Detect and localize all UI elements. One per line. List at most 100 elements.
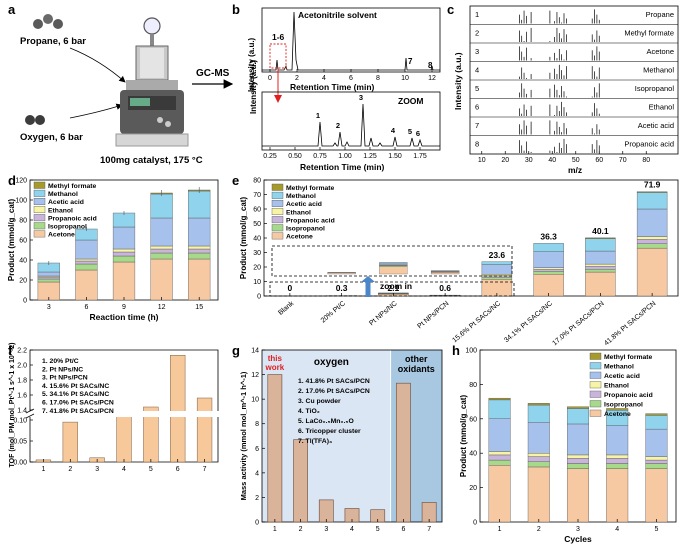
bar-segment-isopropanol	[534, 271, 564, 274]
legend-swatch-isopropanol	[590, 401, 601, 408]
legend-swatch-propanoic-acid	[272, 216, 283, 223]
xtick-label: 5	[149, 466, 153, 473]
legend-swatch-acetic-acid	[272, 200, 283, 207]
zoom-xtick-label: 1.00	[338, 153, 352, 160]
legend-label: Methanol	[286, 193, 316, 200]
bar-segment-acetic-acid	[567, 424, 589, 455]
bar-segment-ethanol	[606, 455, 628, 458]
ms-row-number: 7	[475, 121, 479, 130]
mass-activity-bar	[268, 375, 282, 522]
bar-segment-propanoic-acid	[567, 458, 589, 463]
bar-segment-isopropanol	[528, 462, 550, 467]
bar-segment-propanoic-acid	[113, 252, 135, 256]
ytick-label: 20	[19, 278, 27, 285]
bar-segment-propanoic-acid	[38, 277, 60, 279]
top-xtick-label: 12	[428, 75, 436, 82]
ytick-label: 100	[465, 348, 477, 355]
bar-segment-propanoic-acid	[528, 457, 550, 462]
ytick-label: 120	[15, 178, 27, 185]
legend-label: Ethanol	[604, 383, 629, 390]
bar-segment-isopropanol	[482, 277, 512, 279]
xtick-label: 6	[84, 304, 88, 311]
reactor-icon	[116, 18, 188, 146]
bar-segment-isopropanol	[606, 464, 628, 469]
zoom-bar-segment-acetone	[431, 272, 459, 274]
ms-row-number: 1	[475, 10, 479, 19]
xtick-label: 7	[427, 526, 431, 533]
panel-letter-a: a	[8, 2, 16, 17]
ytick-label: 4	[255, 470, 259, 477]
zoom-xtick-label: 1.75	[413, 153, 427, 160]
ytick-label: 0	[255, 520, 259, 527]
bar-segment-methanol	[528, 405, 550, 422]
ms-xtick-label: 60	[595, 157, 603, 164]
bar-segment-propanoic-acid	[75, 261, 97, 264]
panel-a-illustration: Propane, 6 bar Oxygen, 6 bar 100mg catal…	[20, 14, 232, 166]
total-label: 23.6	[489, 250, 506, 260]
bar-segment-acetic-acid	[482, 265, 512, 275]
xtick-label: 5	[376, 526, 380, 533]
legend-label: Acetone	[604, 411, 631, 418]
ms-row-name: Acetic acid	[638, 121, 674, 130]
bar-segment-isopropanol	[75, 264, 97, 270]
ylabel: Product (mmol/g_cat)	[7, 199, 16, 282]
legend-label: Acetic acid	[286, 201, 322, 208]
legend-label: 7. Tl(TFA)₃	[298, 438, 332, 445]
ytick-label: 80	[19, 218, 27, 225]
xtick-label: 1	[41, 466, 45, 473]
top-xtick-label: 2	[295, 75, 299, 82]
legend-label: Acetic acid	[604, 373, 640, 380]
legend-swatch-methyl-formate	[590, 353, 601, 360]
xlabel: Cycles	[564, 534, 592, 544]
tof-bar	[197, 398, 212, 462]
total-label: 40.1	[592, 226, 609, 236]
ylabel: Product (mmol/g_cat)	[459, 395, 468, 478]
ms-row-name: Ethanol	[649, 103, 675, 112]
xtick-label: 9	[122, 304, 126, 311]
xtick-label: 34.1% Pt SACs/NC	[503, 300, 554, 344]
bar-segment-methyl-formate	[567, 407, 589, 409]
ms-xtick-label: 70	[619, 157, 627, 164]
xtick-label: Pt NPs/NC	[368, 300, 398, 327]
xtick-label: 2	[537, 526, 541, 533]
bar-segment-acetic-acid	[188, 218, 210, 246]
zoom-chromatogram-ticks: 0.25 0.50 0.75 1.00 1.25 1.50 1.75	[263, 147, 427, 160]
mass-activity-bar	[294, 440, 308, 522]
bar-segment-isopropanol	[646, 464, 668, 469]
total-label: 71.9	[644, 180, 661, 190]
bar-segment-propanoic-acid	[489, 455, 511, 460]
bar-segment-methanol	[489, 400, 511, 419]
xtick-label: 15.6% Pt SACs/NC	[451, 300, 502, 344]
ms-xtick-label: 10	[478, 157, 486, 164]
total-label: 0.3	[336, 283, 348, 293]
zoom-chromatogram-trace	[262, 104, 440, 146]
legend-label: Methanol	[48, 191, 78, 198]
bar-segment-ethanol	[489, 451, 511, 454]
legend-swatch-isopropanol	[34, 223, 45, 230]
mass-activity-bar	[396, 383, 410, 522]
top-xtick-label: 8	[376, 75, 380, 82]
xtick-label: 4	[350, 526, 354, 533]
bar-segment-acetone	[534, 274, 564, 296]
xtick-label: Blank	[277, 300, 295, 317]
legend-label: 3. Cu powder	[298, 398, 341, 405]
bar-segment-acetone	[151, 259, 173, 300]
bar-segment-isopropanol	[567, 464, 589, 469]
legend-swatch-acetone	[590, 410, 601, 417]
ms-row-name: Methanol	[643, 66, 674, 75]
zoom-xtick-label: 0.75	[313, 153, 327, 160]
bar-segment-propanoic-acid	[151, 249, 173, 253]
legend-label: 3. Pt NPs/PCN	[42, 375, 88, 382]
ytick-label: 6	[255, 446, 259, 453]
bar-segment-isopropanol	[637, 244, 667, 248]
legend-label: Propanoic acid	[604, 392, 653, 399]
ms-row-name: Isopropanol	[635, 84, 675, 93]
top-xtick-label: 4	[322, 75, 326, 82]
top-chromatogram-trace	[262, 12, 440, 70]
ytick-label: 60	[469, 416, 477, 423]
bar-segment-propanoic-acid	[188, 249, 210, 253]
axes-frame	[264, 180, 678, 296]
ytick-label: 14	[251, 348, 259, 355]
legend-label: Isopropanol	[604, 402, 643, 409]
zoom-peak-label: 2	[336, 121, 340, 130]
